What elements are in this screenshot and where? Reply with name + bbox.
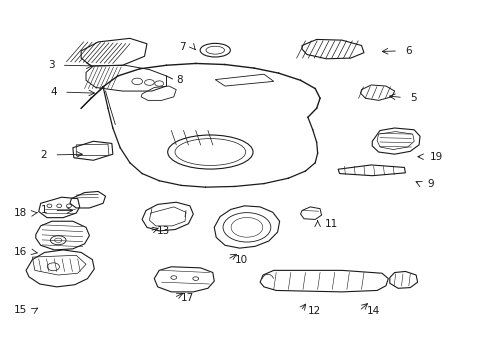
Text: 8: 8 [176,75,183,85]
Text: 16: 16 [14,247,27,257]
Text: 17: 17 [181,293,194,303]
Text: 9: 9 [427,179,433,189]
Text: 19: 19 [429,152,442,162]
Text: 18: 18 [14,208,27,218]
Text: 10: 10 [234,255,247,265]
Text: 1: 1 [41,206,47,216]
Text: 2: 2 [41,150,47,160]
Text: 11: 11 [325,219,338,229]
Text: 7: 7 [179,42,185,52]
Text: 15: 15 [14,305,27,315]
Text: 14: 14 [366,306,379,316]
Text: 4: 4 [50,87,57,97]
Text: 12: 12 [307,306,321,316]
Text: 13: 13 [157,226,170,236]
Text: 3: 3 [48,60,54,70]
Text: 5: 5 [409,93,416,103]
Text: 6: 6 [405,46,411,56]
